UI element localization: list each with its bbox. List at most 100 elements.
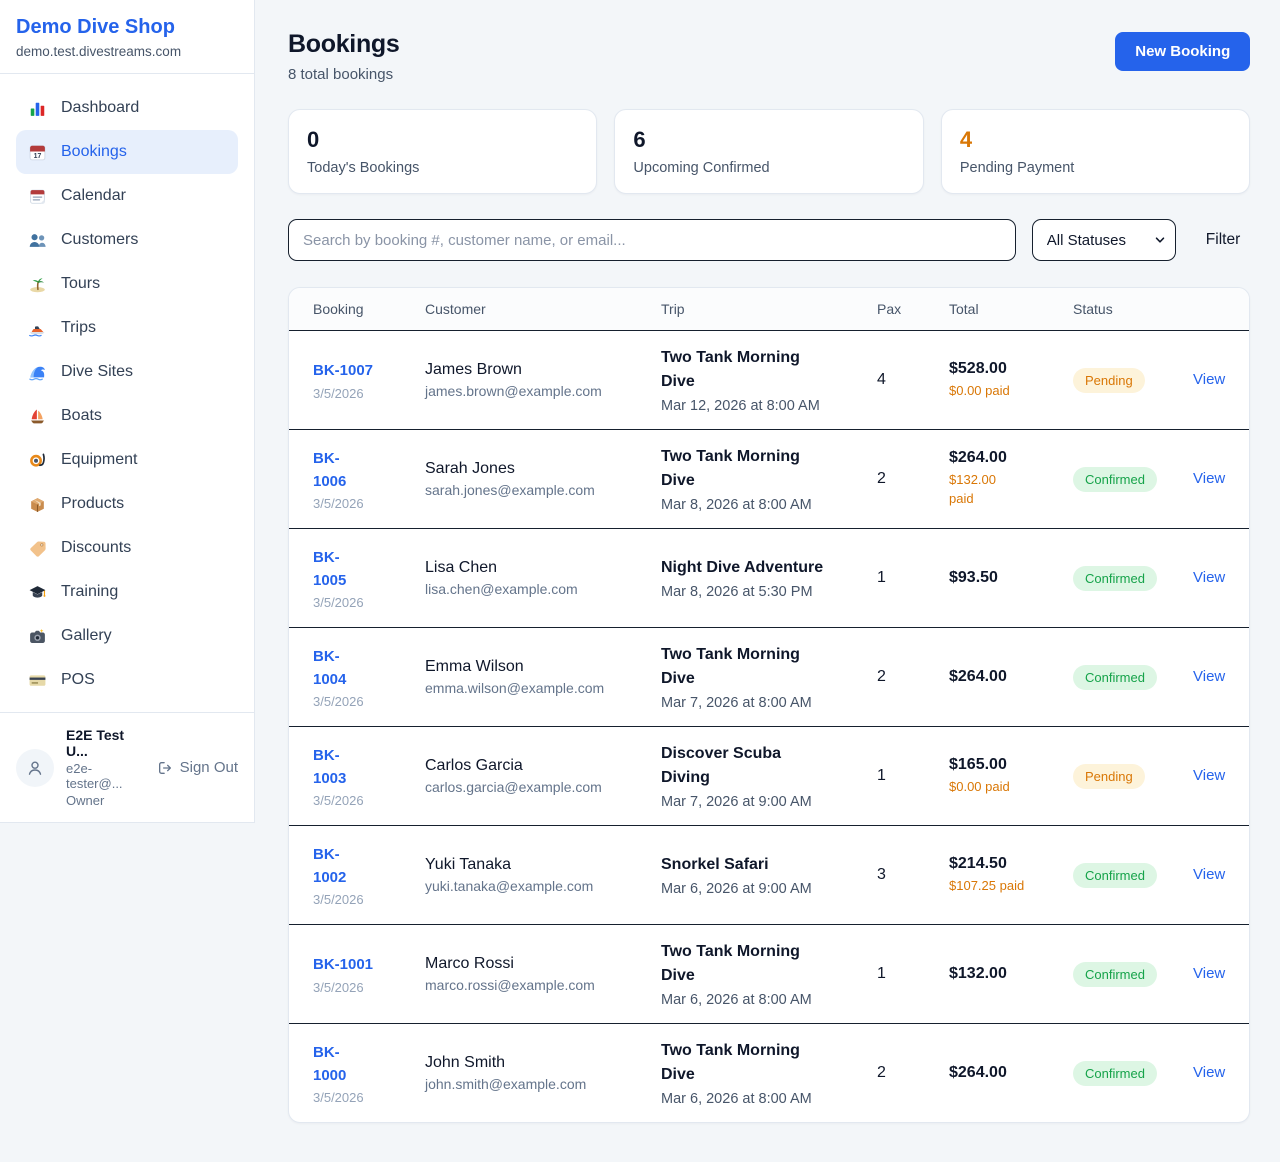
- column-header-total: Total: [949, 301, 979, 317]
- booking-id-link[interactable]: BK- 1004: [313, 647, 347, 688]
- booking-date: 3/5/2026: [313, 385, 364, 401]
- discounts-icon: [28, 539, 47, 558]
- page-subtitle: 8 total bookings: [288, 66, 394, 83]
- booking-id-link[interactable]: BK- 1000: [313, 1043, 347, 1084]
- total-value: $214.50: [949, 854, 1007, 872]
- equipment-icon: [28, 451, 47, 470]
- customers-icon: [28, 231, 47, 250]
- trip-datetime: Mar 8, 2026 at 8:00 AM: [661, 497, 812, 513]
- view-link[interactable]: View: [1193, 866, 1226, 883]
- column-header-customer: Customer: [425, 301, 486, 317]
- sidebar-item-customers[interactable]: Customers: [16, 218, 238, 262]
- sidebar-item-dashboard[interactable]: Dashboard: [16, 86, 238, 130]
- pax-value: 2: [877, 1064, 886, 1081]
- search-input[interactable]: [288, 219, 1016, 261]
- customer-name: Carlos Garcia: [425, 757, 523, 774]
- paid-amount: $0.00 paid: [949, 382, 1010, 398]
- view-link[interactable]: View: [1193, 965, 1226, 982]
- status-filter-select[interactable]: All Statuses: [1031, 219, 1176, 261]
- customer-name: Marco Rossi: [425, 955, 514, 972]
- sidebar-item-label: Calendar: [61, 187, 126, 204]
- boats-icon: [28, 407, 47, 426]
- sidebar-item-bookings[interactable]: 17 Bookings: [16, 130, 238, 174]
- booking-date: 3/5/2026: [313, 694, 364, 710]
- status-badge: Confirmed: [1073, 1060, 1157, 1086]
- sidebar-item-gallery[interactable]: Gallery: [16, 614, 238, 658]
- pax-value: 4: [877, 371, 886, 388]
- sidebar-item-label: Discounts: [61, 539, 132, 556]
- sidebar-item-trips[interactable]: Trips: [16, 306, 238, 350]
- sidebar-item-calendar[interactable]: Calendar: [16, 174, 238, 218]
- status-badge: Confirmed: [1073, 862, 1157, 888]
- customer-name: Lisa Chen: [425, 559, 498, 576]
- customer-email: yuki.tanaka@example.com: [425, 878, 594, 894]
- view-link[interactable]: View: [1193, 767, 1226, 784]
- table-header-row: Booking Customer Trip Pax Total Status: [289, 288, 1250, 330]
- booking-id-link[interactable]: BK- 1005: [313, 548, 347, 589]
- sidebar-item-label: Trips: [61, 319, 96, 336]
- customer-email: john.smith@example.com: [425, 1076, 587, 1092]
- table-row: BK- 1003 3/5/2026 Carlos Garcia carlos.garc…: [289, 726, 1250, 825]
- gallery-icon: [28, 627, 47, 646]
- customer-email: marco.rossi@example.com: [425, 977, 595, 993]
- booking-date: 3/5/2026: [313, 496, 364, 512]
- booking-id-link[interactable]: BK-1001: [313, 956, 374, 974]
- booking-date: 3/5/2026: [313, 793, 364, 809]
- booking-id-link[interactable]: BK- 1003: [313, 746, 347, 787]
- trip-datetime: Mar 6, 2026 at 9:00 AM: [661, 881, 812, 897]
- sign-out-button[interactable]: Sign Out: [157, 759, 238, 776]
- trip-datetime: Mar 12, 2026 at 8:00 AM: [661, 398, 820, 414]
- trip-name: Two Tank Morning Dive: [661, 1042, 800, 1083]
- sidebar-item-label: Customers: [61, 231, 139, 248]
- brand-domain: demo.test.divestreams.com: [16, 44, 182, 59]
- user-name: E2E Test U...: [66, 727, 125, 759]
- svg-text:17: 17: [34, 153, 42, 160]
- stat-label: Upcoming Confirmed: [633, 160, 770, 176]
- sidebar-item-boats[interactable]: Boats: [16, 394, 238, 438]
- filter-button[interactable]: Filter: [1192, 231, 1250, 249]
- tours-icon: [28, 275, 47, 294]
- booking-id-link[interactable]: BK-1007: [313, 362, 374, 380]
- table-row: BK-1001 3/5/2026 Marco Rossi marco.rossi@ex…: [289, 924, 1250, 1023]
- view-link[interactable]: View: [1193, 371, 1226, 388]
- pax-value: 3: [877, 866, 886, 883]
- view-link[interactable]: View: [1193, 569, 1226, 586]
- page-header: Bookings 8 total bookings New Booking: [288, 30, 1251, 83]
- booking-id-link[interactable]: BK- 1002: [313, 845, 347, 886]
- sidebar-item-label: Bookings: [61, 143, 127, 160]
- sidebar-item-label: Equipment: [61, 451, 138, 468]
- sidebar-item-tours[interactable]: Tours: [16, 262, 238, 306]
- user-role: Owner: [66, 793, 105, 808]
- trip-datetime: Mar 7, 2026 at 9:00 AM: [661, 794, 812, 810]
- sidebar-item-pos[interactable]: POS: [16, 658, 238, 702]
- stat-label: Today's Bookings: [307, 160, 420, 176]
- sidebar-item-label: POS: [61, 671, 95, 688]
- total-value: $264.00: [949, 449, 1007, 467]
- booking-id-link[interactable]: BK- 1006: [313, 449, 347, 490]
- trip-datetime: Mar 8, 2026 at 5:30 PM: [661, 584, 813, 600]
- column-header-booking: Booking: [313, 301, 364, 317]
- column-header-status: Status: [1073, 301, 1113, 317]
- trip-name: Two Tank Morning Dive: [661, 448, 800, 489]
- user-box: E2E Test U... e2e-tester@... Owner Sign …: [0, 712, 254, 822]
- status-badge: Confirmed: [1073, 466, 1157, 492]
- status-filter: All Statuses: [1031, 219, 1176, 261]
- sidebar-item-equipment[interactable]: Equipment: [16, 438, 238, 482]
- bookings-table: Booking Customer Trip Pax Total Status BK-100…: [288, 287, 1251, 1123]
- brand-name: Demo Dive Shop: [16, 16, 175, 38]
- customer-name: Emma Wilson: [425, 658, 524, 675]
- sidebar-item-dive-sites[interactable]: Dive Sites: [16, 350, 238, 394]
- new-booking-button[interactable]: New Booking: [1115, 32, 1251, 71]
- sidebar-item-discounts[interactable]: Discounts: [16, 526, 238, 570]
- stat-value: 4: [959, 127, 973, 152]
- column-header-pax: Pax: [877, 301, 902, 317]
- view-link[interactable]: View: [1193, 470, 1226, 487]
- total-value: $264.00: [949, 668, 1007, 685]
- sidebar-item-training[interactable]: Training: [16, 570, 238, 614]
- view-link[interactable]: View: [1193, 1064, 1226, 1081]
- trip-datetime: Mar 6, 2026 at 8:00 AM: [661, 992, 812, 1008]
- customer-name: Sarah Jones: [425, 460, 515, 477]
- view-link[interactable]: View: [1193, 668, 1226, 685]
- total-value: $264.00: [949, 1064, 1007, 1081]
- sidebar-item-products[interactable]: Products: [16, 482, 238, 526]
